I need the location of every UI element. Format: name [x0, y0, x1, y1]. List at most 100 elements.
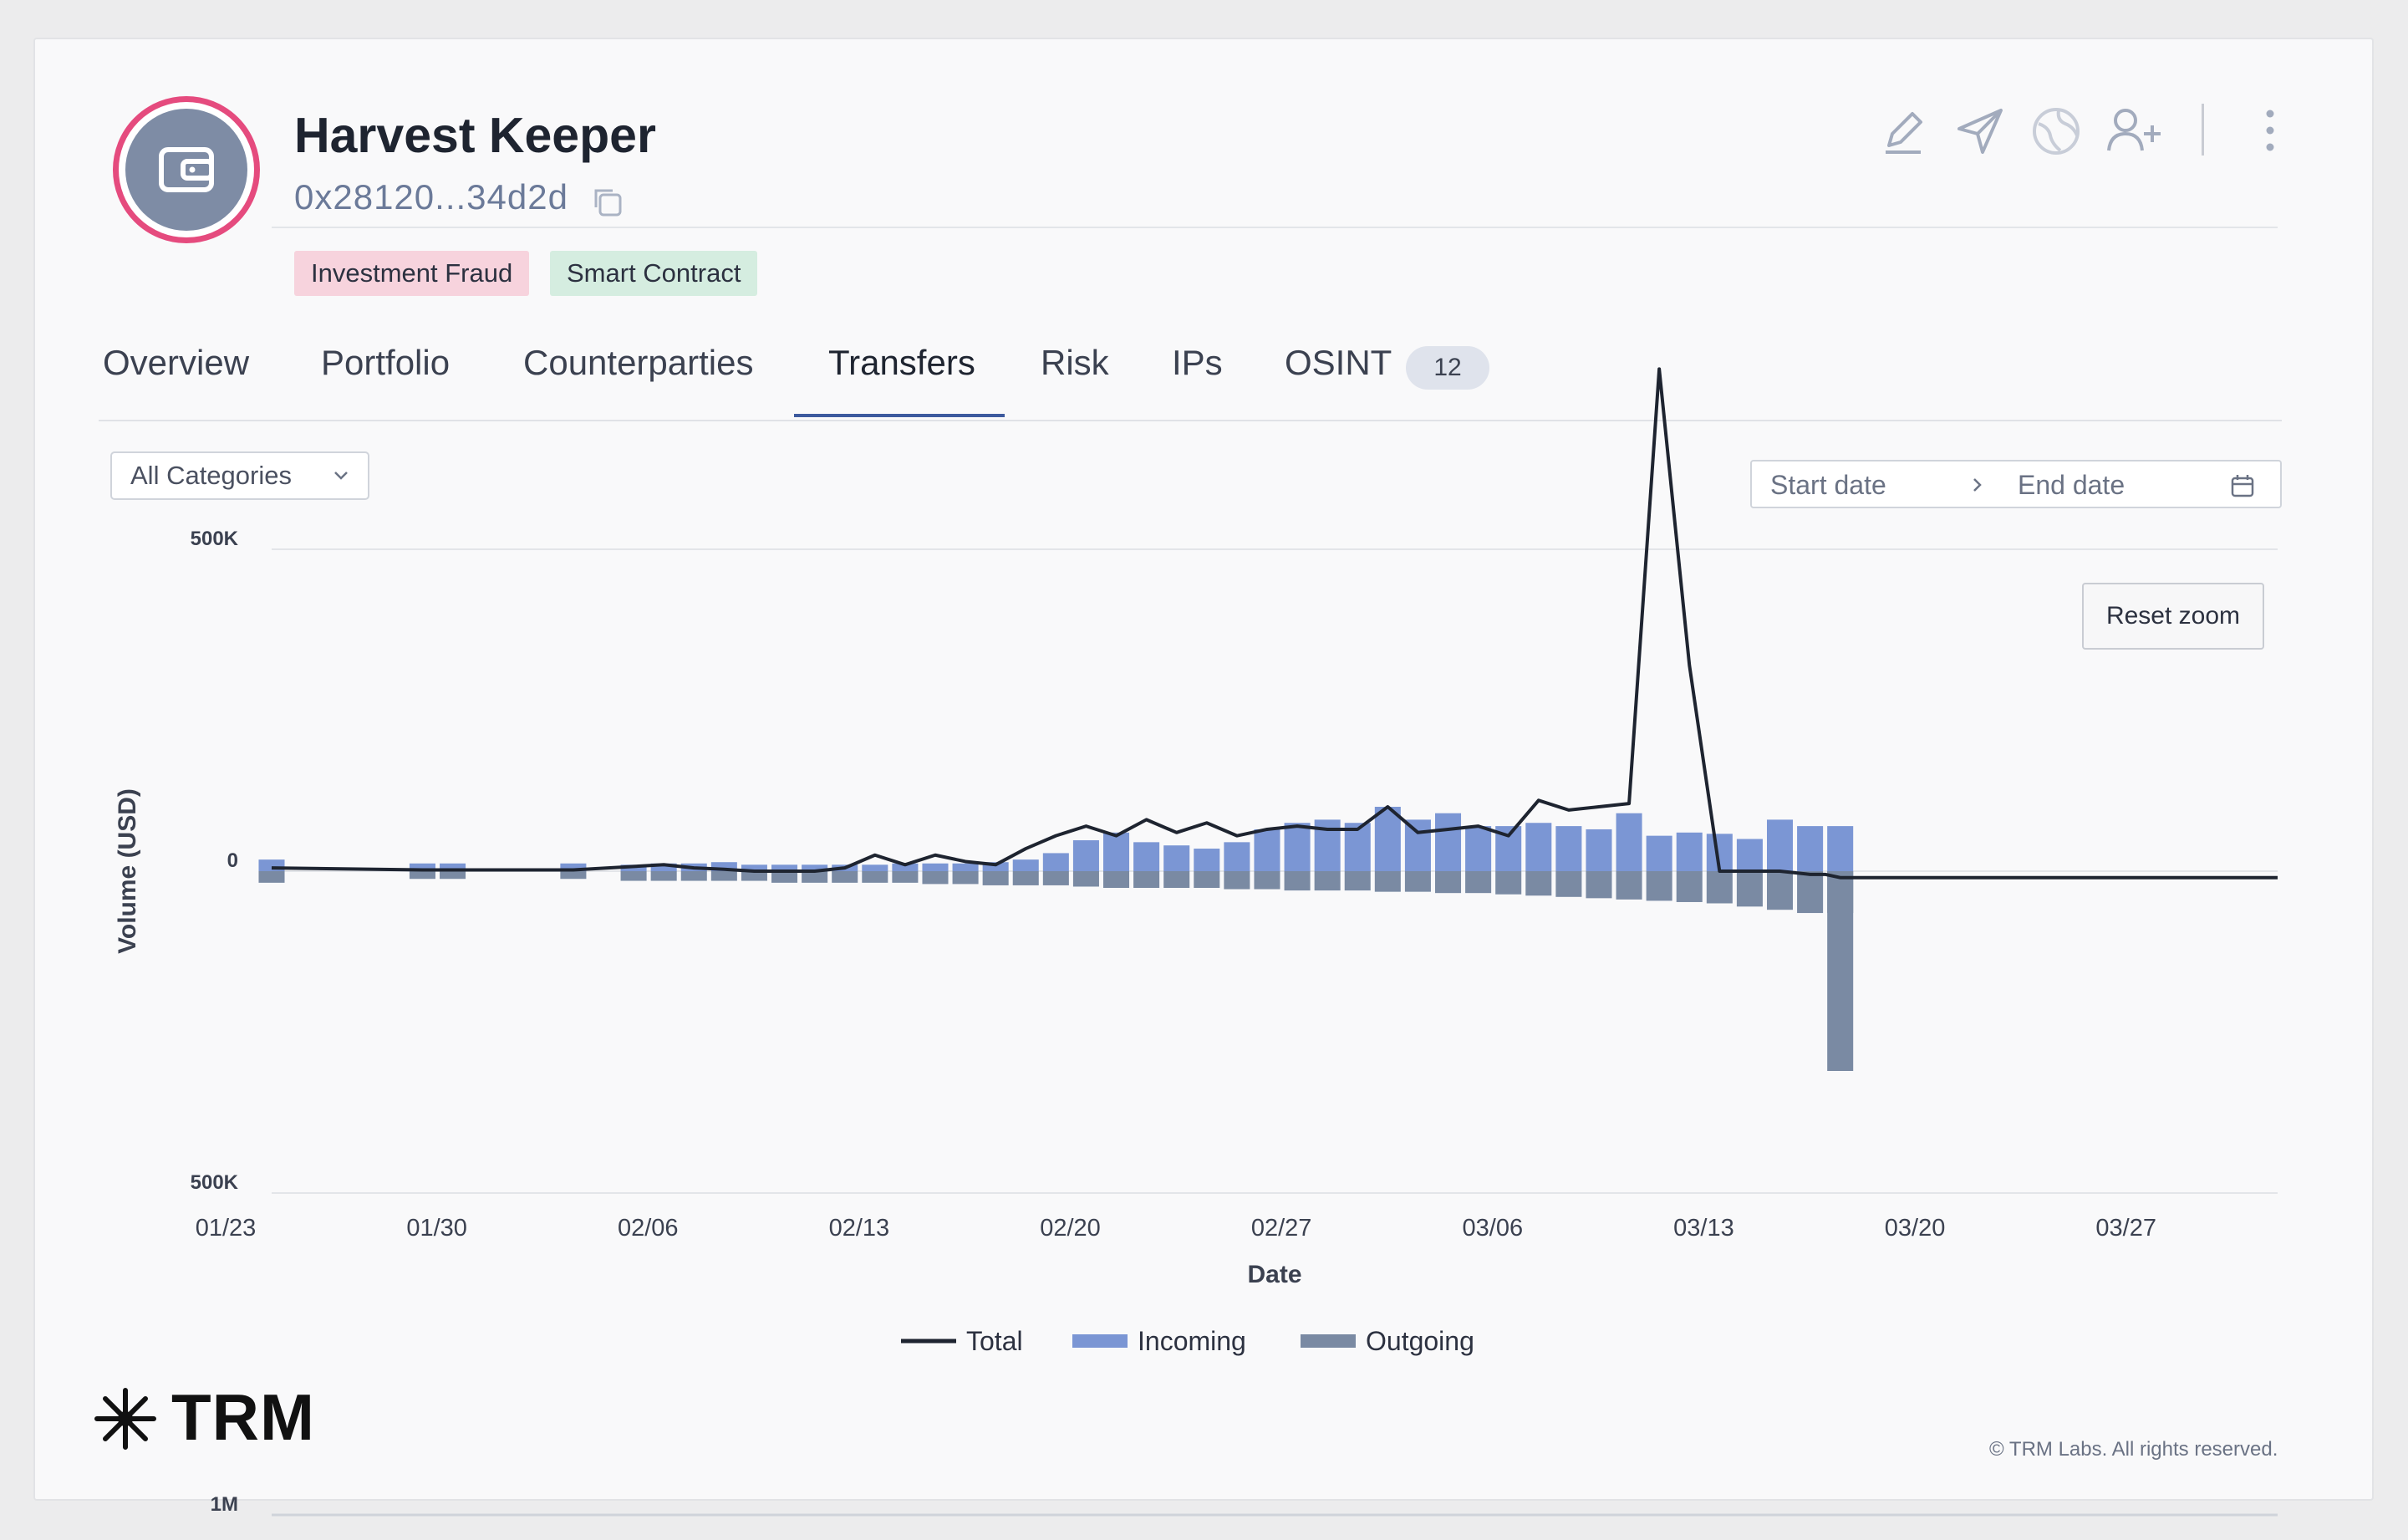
tag-investment-fraud: Investment Fraud [294, 251, 530, 296]
category-select-value: All Categories [130, 461, 292, 490]
outgoing-bar [1706, 871, 1733, 904]
edit-icon[interactable] [1874, 102, 1932, 165]
outgoing-bar [1163, 871, 1190, 889]
outgoing-bar [1646, 871, 1672, 901]
end-date-input[interactable]: End date [2018, 470, 2125, 500]
incoming-bar [1435, 813, 1462, 871]
y-tick-label: 1M [211, 1493, 238, 1516]
incoming-bar [741, 864, 767, 871]
incoming-bar [1676, 832, 1703, 871]
x-tick-label: 03/06 [1463, 1215, 1524, 1242]
outgoing-bar [1465, 871, 1492, 894]
chart-grid [272, 227, 2278, 1517]
globe-icon[interactable] [2027, 102, 2085, 165]
start-date-input[interactable]: Start date [1770, 470, 1886, 500]
x-tick-label: 03/20 [1885, 1215, 1946, 1242]
incoming-bar [1133, 842, 1160, 871]
x-tick-label: 01/30 [406, 1215, 467, 1242]
incoming-bar [1555, 826, 1582, 871]
outgoing-bar [1435, 871, 1462, 894]
incoming-bar [982, 862, 1009, 871]
outgoing-bar [832, 871, 858, 883]
outgoing-bar [1042, 871, 1069, 885]
incoming-bar [1404, 819, 1431, 871]
chart-bars [258, 807, 1854, 1071]
outgoing-bar [1072, 871, 1099, 887]
outgoing-bar [771, 871, 798, 883]
outgoing-bar [1495, 871, 1522, 895]
outgoing-bar [620, 871, 647, 881]
chart-legend: Total Incoming Outgoing [901, 1326, 1474, 1356]
outgoing-bar [1254, 871, 1280, 890]
x-tick-label: 02/06 [618, 1215, 679, 1242]
incoming-bar [1194, 849, 1220, 871]
calendar-icon[interactable] [2228, 472, 2257, 500]
incoming-bar [1797, 826, 1824, 871]
tab-risk[interactable]: Risk [1041, 343, 1109, 382]
more-icon[interactable] [2255, 102, 2285, 165]
chart-total-line [271, 367, 2278, 880]
incoming-bar [1254, 829, 1280, 871]
tab-transfers[interactable]: Transfers [828, 343, 975, 382]
tab-ips[interactable]: IPs [1172, 343, 1223, 382]
outgoing-bar [1224, 871, 1250, 890]
outgoing-bar [982, 871, 1009, 885]
outgoing-bar [1374, 871, 1401, 892]
incoming-bar [560, 863, 587, 871]
tab-overview[interactable]: Overview [103, 343, 250, 382]
tag-smart-contract: Smart Contract [550, 251, 758, 296]
add-user-icon[interactable] [2100, 102, 2167, 165]
x-tick-label: 01/23 [196, 1215, 257, 1242]
incoming-bar [1616, 813, 1642, 871]
incoming-bar [1525, 823, 1552, 871]
incoming-bar [802, 864, 828, 871]
header-divider [2202, 104, 2204, 156]
incoming-bar [1103, 832, 1130, 871]
outgoing-bar [560, 871, 587, 880]
send-icon[interactable] [1951, 102, 2009, 165]
date-range-picker[interactable]: Start date End date [1750, 460, 2282, 508]
copy-icon[interactable] [589, 184, 624, 223]
active-tab-indicator [794, 414, 1005, 417]
reset-zoom-button[interactable]: Reset zoom [2082, 583, 2264, 650]
outgoing-bar [1586, 871, 1612, 899]
tab-portfolio[interactable]: Portfolio [321, 343, 451, 382]
tab-counterparties[interactable]: Counterparties [523, 343, 754, 382]
outgoing-bar [1766, 871, 1794, 910]
category-select[interactable]: All Categories [110, 451, 369, 500]
incoming-bar [650, 863, 677, 871]
outgoing-bar [1284, 871, 1311, 891]
tabs-divider [99, 420, 2282, 421]
chevron-down-icon [334, 472, 348, 480]
outgoing-bar [892, 871, 919, 883]
legend-outgoing-label: Outgoing [1366, 1326, 1474, 1356]
incoming-bar [440, 863, 466, 871]
outgoing-bar [802, 871, 828, 883]
incoming-bar [952, 863, 979, 871]
legend-total-swatch [901, 1339, 956, 1344]
incoming-bar [1163, 845, 1190, 871]
outgoing-bar [952, 871, 979, 885]
entity-address: 0x28120...34d2d [294, 177, 568, 217]
outgoing-bar [922, 871, 949, 885]
incoming-bar [1284, 823, 1311, 871]
legend-outgoing-swatch [1301, 1334, 1356, 1348]
incoming-bar [1646, 835, 1672, 871]
legend-incoming-label: Incoming [1138, 1326, 1246, 1356]
x-tick-label: 03/13 [1673, 1215, 1734, 1242]
outgoing-bar [1344, 871, 1371, 891]
outgoing-bar [680, 871, 707, 881]
outgoing-bar [440, 871, 466, 880]
outgoing-bar [1676, 871, 1703, 902]
chart-axes: 500K 0 500K 1M Volume (USD) 01/23 01/30 02/06 02… [114, 528, 2156, 1516]
incoming-bar [1586, 829, 1612, 871]
outgoing-bar [862, 871, 888, 883]
y-tick-label: 500K [191, 1171, 239, 1194]
osint-count-badge: 12 [1406, 346, 1489, 390]
outgoing-bar [1194, 871, 1220, 889]
incoming-bar [922, 863, 949, 871]
incoming-bar [409, 863, 435, 871]
outgoing-bar [710, 871, 737, 881]
tab-osint[interactable]: OSINT [1285, 343, 1392, 382]
